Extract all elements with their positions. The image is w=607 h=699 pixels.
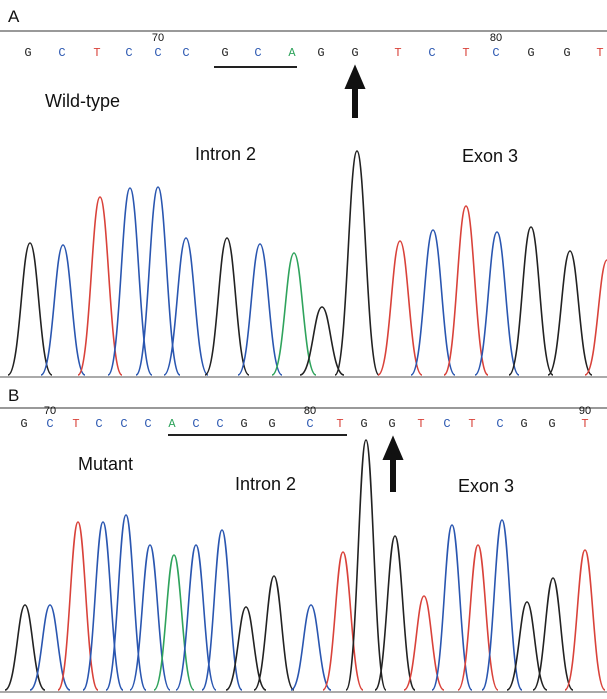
panel-label: B xyxy=(8,386,19,405)
base-call: C xyxy=(182,46,189,60)
base-call: C xyxy=(492,46,499,60)
base-call: G xyxy=(520,417,527,431)
genotype: Mutant xyxy=(78,454,133,474)
base-call: G xyxy=(268,417,275,431)
base-call: T xyxy=(462,46,469,60)
base-call: C xyxy=(254,46,261,60)
arrow xyxy=(349,72,361,118)
base-call: G xyxy=(527,46,534,60)
base-call: C xyxy=(154,46,161,60)
region-right: Exon 3 xyxy=(462,146,518,166)
base-call: C xyxy=(120,417,127,431)
position-label: 80 xyxy=(304,405,316,417)
base-call: C xyxy=(428,46,435,60)
base-call: T xyxy=(93,46,100,60)
base-call: A xyxy=(168,417,176,431)
region-right: Exon 3 xyxy=(458,476,514,496)
base-call: C xyxy=(216,417,223,431)
arrow xyxy=(387,443,399,492)
base-call: G xyxy=(360,417,367,431)
base-call: G xyxy=(221,46,228,60)
base-call: T xyxy=(581,417,588,431)
base-call: C xyxy=(443,417,450,431)
base-call: C xyxy=(125,46,132,60)
base-call: C xyxy=(95,417,102,431)
base-call: T xyxy=(596,46,603,60)
base-call: G xyxy=(317,46,324,60)
base-call: C xyxy=(46,417,53,431)
base-call: T xyxy=(417,417,424,431)
base-call: G xyxy=(388,417,395,431)
position-label: 80 xyxy=(490,32,502,44)
base-call: C xyxy=(306,417,313,431)
base-call: C xyxy=(192,417,199,431)
base-call: G xyxy=(20,417,27,431)
base-call: G xyxy=(24,46,31,60)
base-call: T xyxy=(468,417,475,431)
base-call: A xyxy=(288,46,296,60)
base-call: T xyxy=(336,417,343,431)
base-call: G xyxy=(563,46,570,60)
trace xyxy=(8,151,607,375)
position-label: 70 xyxy=(152,32,164,44)
base-call: T xyxy=(394,46,401,60)
base-call: T xyxy=(72,417,79,431)
genotype: Wild-type xyxy=(45,91,120,111)
position-label: 90 xyxy=(579,405,591,417)
position-label: 70 xyxy=(44,405,56,417)
base-call: G xyxy=(351,46,358,60)
base-call: C xyxy=(496,417,503,431)
region-left: Intron 2 xyxy=(235,474,296,494)
base-call: C xyxy=(58,46,65,60)
trace xyxy=(5,440,605,690)
panel-label: A xyxy=(8,7,20,26)
base-call: G xyxy=(548,417,555,431)
base-call: C xyxy=(144,417,151,431)
region-left: Intron 2 xyxy=(195,144,256,164)
figure: A Wild-type Intron 2 Exon 3 B Mutant Int… xyxy=(0,0,607,699)
base-call: G xyxy=(240,417,247,431)
